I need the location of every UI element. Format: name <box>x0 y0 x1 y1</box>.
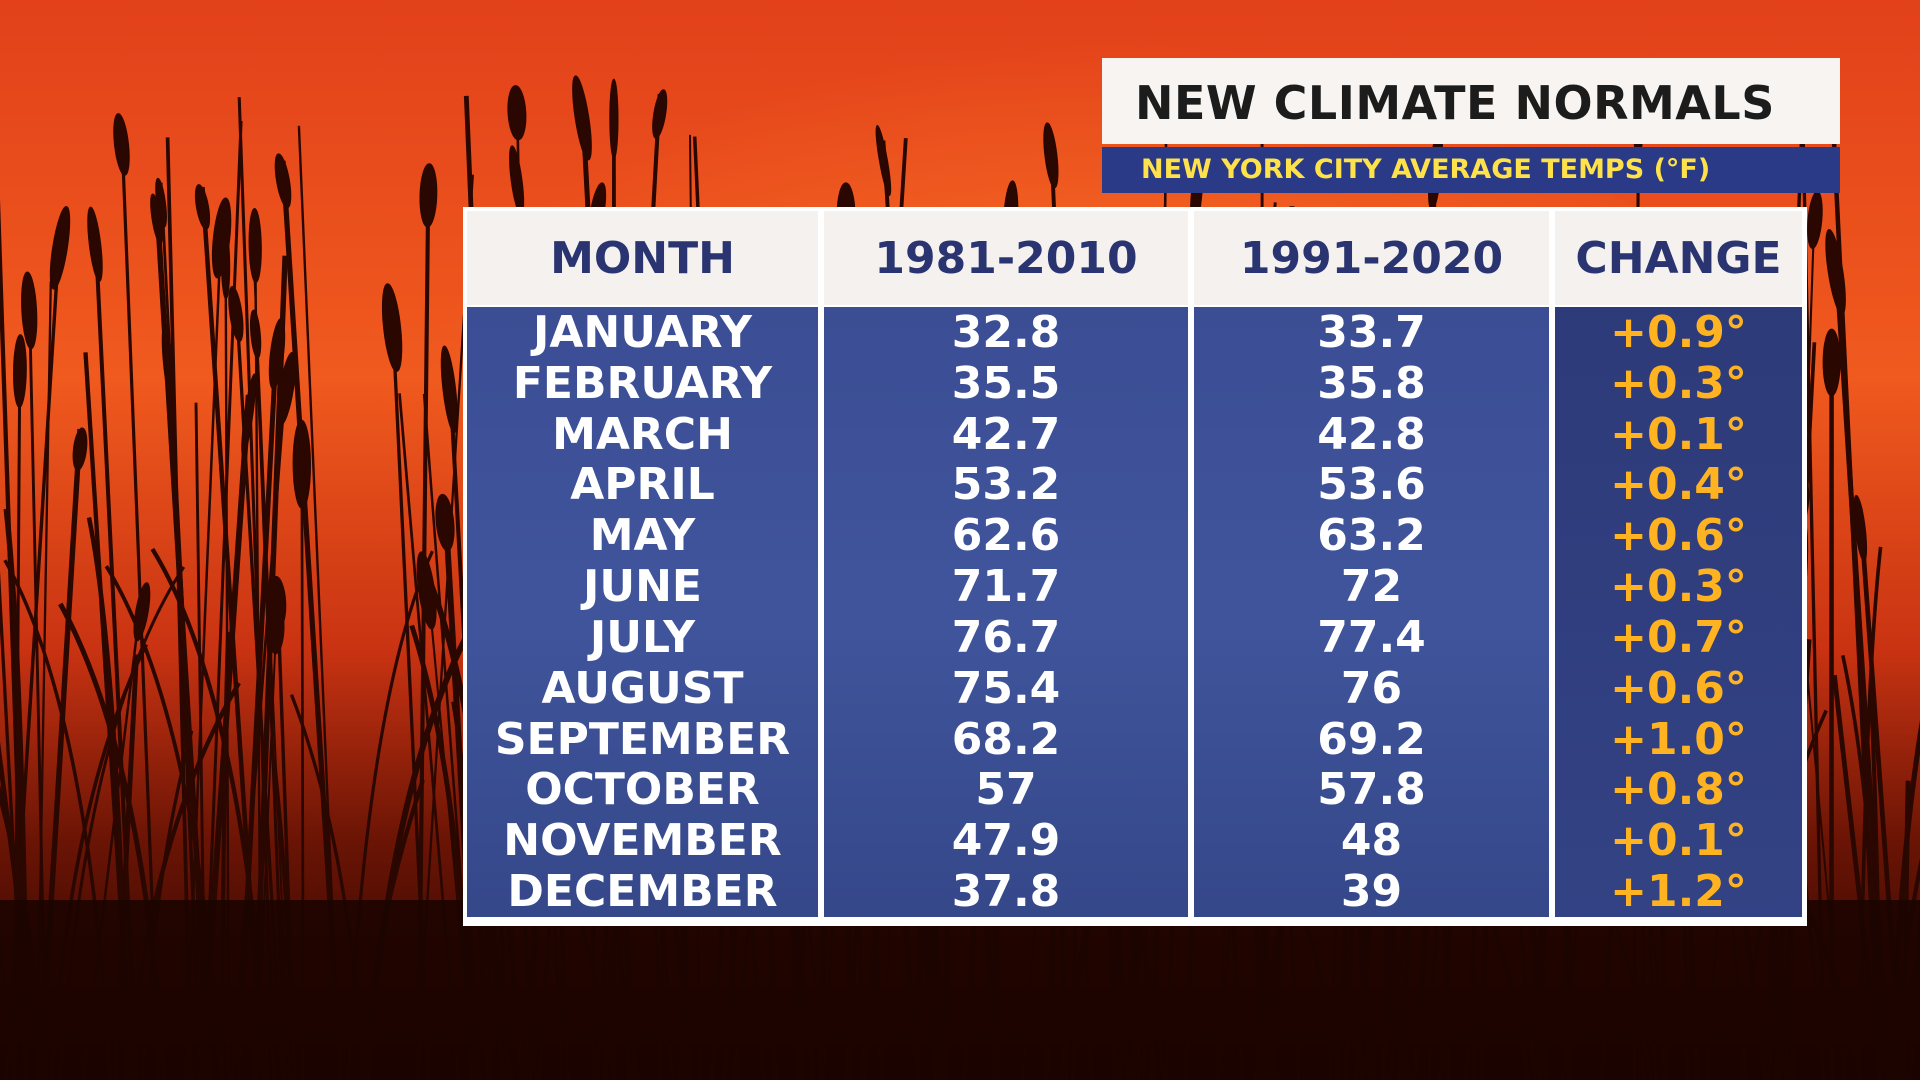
value-1991-2020-cell: 48 <box>1340 815 1403 867</box>
value-1981-2010-cell: 57 <box>975 764 1037 816</box>
value-1981-2010-cell: 42.7 <box>951 408 1061 460</box>
header-change: CHANGE <box>1555 211 1802 305</box>
change-cell: +0.8° <box>1610 764 1747 816</box>
column-1991-2020-body <box>1194 307 1549 917</box>
reed-seed-head <box>381 283 403 372</box>
change-cell: +1.0° <box>1610 713 1747 765</box>
value-1981-2010-cell: 32.8 <box>951 306 1061 358</box>
value-1991-2020-cell: 63.2 <box>1317 510 1426 562</box>
value-1981-2010-cell: 62.6 <box>951 510 1061 562</box>
header-1981-2010: 1981-2010 <box>824 211 1188 305</box>
reed-seed-head <box>652 89 668 139</box>
reed-seed-head <box>49 205 71 290</box>
change-cell: +0.4° <box>1610 459 1747 511</box>
change-cell: +0.1° <box>1610 815 1747 867</box>
reed-seed-head <box>87 206 103 282</box>
change-cell: +0.7° <box>1610 611 1747 663</box>
month-cell: DECEMBER <box>507 866 778 918</box>
value-1981-2010-cell: 53.2 <box>951 459 1061 511</box>
value-1981-2010-cell: 76.7 <box>951 611 1061 663</box>
subtitle-bar: NEW YORK CITY AVERAGE TEMPS (°F) <box>1102 147 1840 193</box>
month-cell: JANUARY <box>532 306 752 358</box>
value-1991-2020-cell: 53.6 <box>1317 459 1426 511</box>
column-1981-2010-body <box>824 307 1188 917</box>
value-1981-2010-cell: 35.5 <box>951 357 1061 409</box>
change-cell: +0.3° <box>1610 357 1747 409</box>
change-cell: +0.6° <box>1610 662 1747 714</box>
reed-seed-head <box>12 334 27 408</box>
reed-seed-head <box>248 208 262 283</box>
reed-seed-head <box>72 427 88 471</box>
reed-seed-head <box>113 113 130 176</box>
reed-seed-head <box>440 345 458 434</box>
month-cell: NOVEMBER <box>503 815 782 867</box>
reed-seed-head <box>875 125 892 196</box>
value-1981-2010-cell: 68.2 <box>951 713 1061 765</box>
value-1981-2010-cell: 75.4 <box>951 662 1061 714</box>
value-1991-2020-cell: 39 <box>1340 866 1403 918</box>
value-1991-2020-cell: 77.4 <box>1317 611 1426 663</box>
reed-seed-head <box>507 85 527 141</box>
month-cell: AUGUST <box>541 662 744 714</box>
change-cell: +0.1° <box>1610 408 1747 460</box>
value-1991-2020-cell: 57.8 <box>1317 764 1426 816</box>
reed-seed-head <box>1043 122 1059 189</box>
column-month-body <box>467 307 818 917</box>
reed-seed-head <box>435 493 455 552</box>
value-1991-2020-cell: 72 <box>1340 561 1403 613</box>
reed-seed-head <box>150 193 164 245</box>
chart-subtitle: NEW YORK CITY AVERAGE TEMPS (°F) <box>1141 154 1711 185</box>
value-1981-2010-cell: 47.9 <box>951 815 1061 867</box>
reed-seed-head <box>609 78 619 159</box>
header-month: MONTH <box>467 211 818 305</box>
change-cell: +0.6° <box>1610 510 1747 562</box>
reed-seed-head <box>211 197 232 279</box>
value-1981-2010-cell: 37.8 <box>951 866 1061 918</box>
value-1991-2020-cell: 69.2 <box>1317 713 1426 765</box>
reed-seed-head <box>21 271 38 350</box>
header-1991-2020: 1991-2020 <box>1194 211 1549 305</box>
month-cell: SEPTEMBER <box>494 713 791 765</box>
reed-seed-head <box>194 184 211 230</box>
title-panel: NEW CLIMATE NORMALS <box>1102 58 1840 144</box>
reed-seed-head <box>1825 228 1846 316</box>
reed-seed-head <box>419 163 438 228</box>
chart-title: NEW CLIMATE NORMALS <box>1135 76 1775 130</box>
column-change-body <box>1555 307 1802 917</box>
value-1991-2020-cell: 42.8 <box>1317 408 1426 460</box>
value-1991-2020-cell: 33.7 <box>1317 306 1426 358</box>
month-cell: JULY <box>589 611 696 663</box>
reed-seed-head <box>274 153 292 209</box>
reed-seed-head <box>1822 328 1841 397</box>
change-cell: +0.9° <box>1610 306 1747 358</box>
change-cell: +1.2° <box>1610 866 1747 918</box>
change-cell: +0.3° <box>1610 561 1747 613</box>
reed-seed-head <box>572 75 592 161</box>
month-cell: OCTOBER <box>525 764 760 816</box>
reed-seed-head <box>268 318 286 390</box>
month-cell: MAY <box>589 510 696 562</box>
value-1991-2020-cell: 76 <box>1340 662 1403 714</box>
month-cell: APRIL <box>570 459 715 511</box>
value-1981-2010-cell: 71.7 <box>951 561 1061 613</box>
month-cell: MARCH <box>552 408 733 460</box>
month-cell: FEBRUARY <box>512 357 773 409</box>
reed-seed-head <box>241 373 257 457</box>
month-cell: JUNE <box>583 561 702 613</box>
value-1991-2020-cell: 35.8 <box>1317 357 1426 409</box>
